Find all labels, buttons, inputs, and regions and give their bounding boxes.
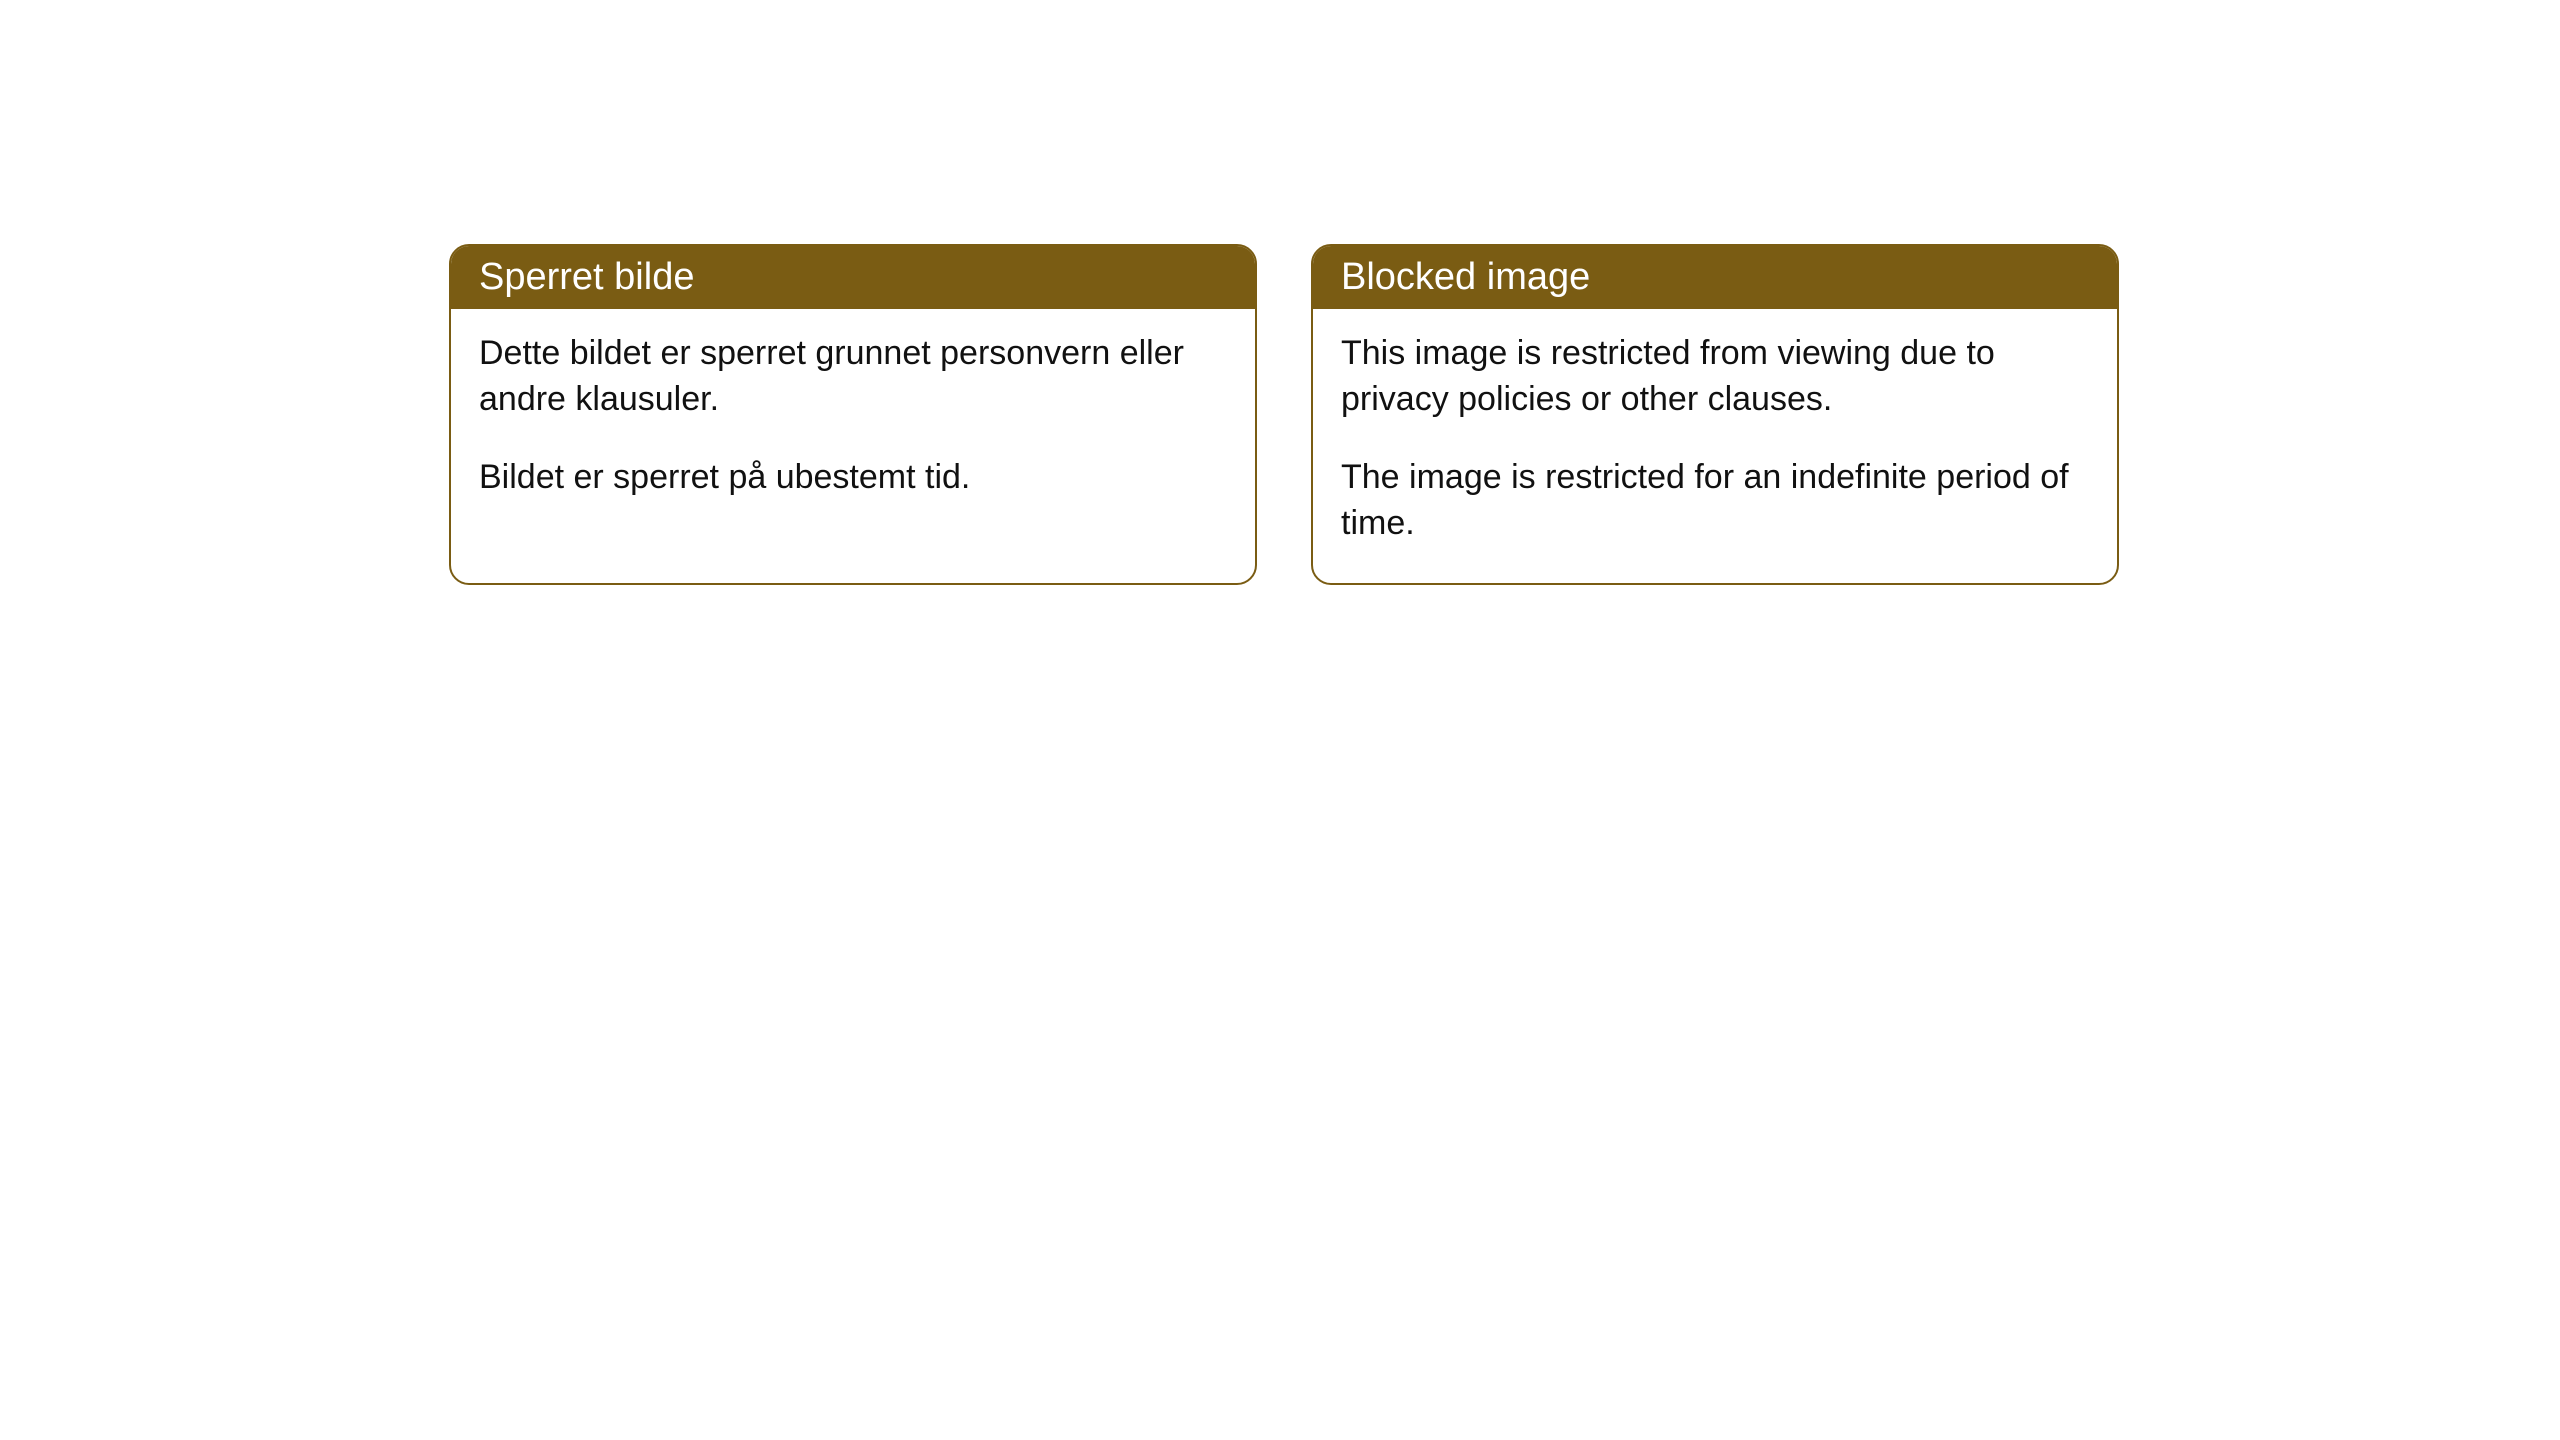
card-text-no-2: Bildet er sperret på ubestemt tid. [479,455,1227,501]
card-title-en: Blocked image [1341,256,1590,298]
card-text-en-1: This image is restricted from viewing du… [1341,331,2089,423]
card-header-en: Blocked image [1313,246,2117,309]
notice-container: Sperret bilde Dette bildet er sperret gr… [0,0,2560,585]
card-text-no-1: Dette bildet er sperret grunnet personve… [479,331,1227,423]
card-text-en-2: The image is restricted for an indefinit… [1341,455,2089,547]
card-body-no: Dette bildet er sperret grunnet personve… [451,309,1255,537]
card-header-no: Sperret bilde [451,246,1255,309]
blocked-image-card-no: Sperret bilde Dette bildet er sperret gr… [449,244,1257,585]
card-title-no: Sperret bilde [479,256,694,298]
card-body-en: This image is restricted from viewing du… [1313,309,2117,583]
blocked-image-card-en: Blocked image This image is restricted f… [1311,244,2119,585]
